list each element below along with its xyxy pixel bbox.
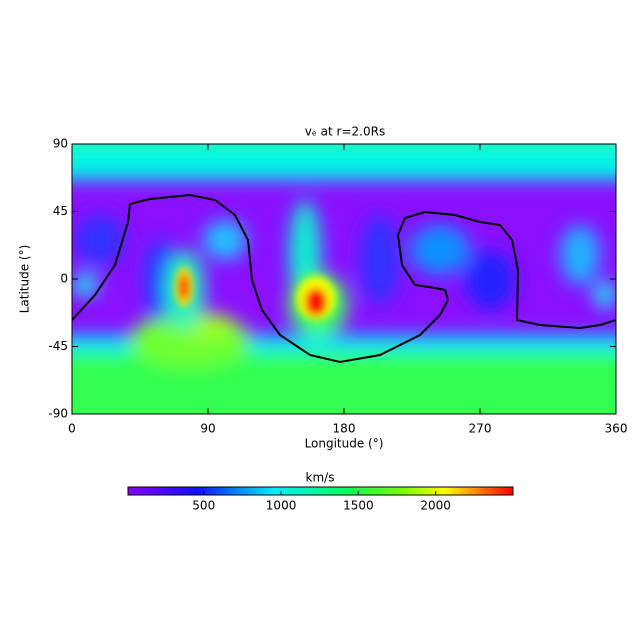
x-tick-label: 90: [200, 422, 215, 436]
x-tick-label: 360: [605, 422, 628, 436]
y-tick-label: 0: [60, 272, 68, 286]
x-axis-label: Longitude (°): [305, 437, 384, 451]
colorbar-tick-label: 500: [192, 499, 215, 513]
y-axis-label: Latitude (°): [18, 245, 32, 314]
x-tick-label: 180: [333, 422, 356, 436]
x-tick-label: 270: [469, 422, 492, 436]
x-tick-label: 0: [68, 422, 76, 436]
y-tick-label: -90: [48, 407, 68, 421]
colorbar-tick-label: 1500: [343, 499, 374, 513]
colorbar-tick-label: 2000: [420, 499, 451, 513]
y-tick-label: -45: [48, 339, 68, 353]
colorbar-label: km/s: [306, 471, 335, 485]
colorbar-tick-label: 1000: [266, 499, 297, 513]
y-tick-label: 90: [53, 137, 68, 151]
chart-title: vₑ at r=2.0Rs: [305, 125, 385, 139]
contour: [72, 193, 616, 364]
colorbar: [127, 486, 514, 496]
field: [72, 144, 616, 414]
y-tick-label: 45: [53, 204, 68, 218]
